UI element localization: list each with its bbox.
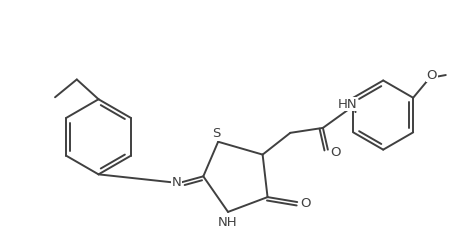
Text: O: O: [427, 69, 437, 82]
Text: NH: NH: [218, 216, 238, 229]
Text: N: N: [172, 176, 181, 189]
Text: O: O: [300, 197, 310, 210]
Text: S: S: [212, 127, 220, 140]
Text: HN: HN: [338, 98, 358, 111]
Text: O: O: [330, 146, 341, 159]
